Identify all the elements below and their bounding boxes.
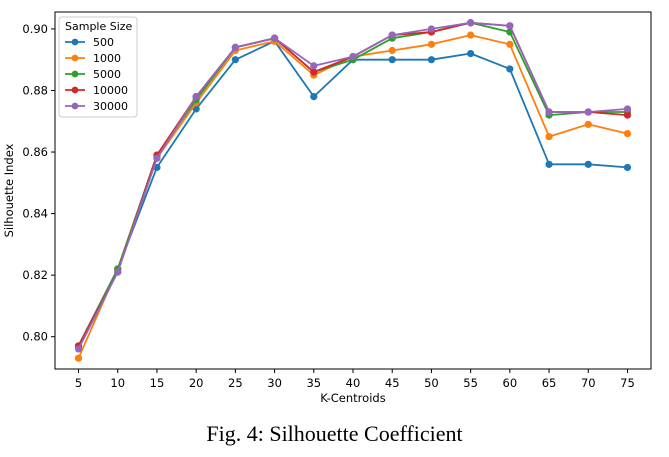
plot-area [55, 12, 651, 369]
data-point-1000-65 [545, 133, 553, 141]
data-point-1000-70 [584, 120, 592, 128]
legend: Sample Size 500 1000 5000 10000 30000 [58, 16, 138, 118]
y-tick-label: 0.90 [22, 22, 48, 36]
data-point-500-65 [545, 160, 553, 168]
plot-background [55, 12, 651, 369]
legend-entry-30000: 30000 [93, 100, 128, 113]
x-tick-label: 55 [463, 376, 478, 390]
x-tick-label: 50 [424, 376, 439, 390]
legend-marker-1000 [71, 54, 79, 62]
y-tick-label: 0.86 [22, 145, 48, 159]
x-tick-label: 45 [385, 376, 400, 390]
data-point-500-55 [467, 49, 475, 58]
data-point-1000-60 [506, 40, 514, 48]
legend-entry-500: 500 [93, 36, 114, 49]
x-tick-label: 15 [150, 376, 165, 390]
axes-layer: 5 10 15 20 25 30 35 40 45 50 55 60 65 70 75 0.80 0.82 0.8… [22, 11, 652, 390]
silhouette-chart: 5 10 15 20 25 30 35 40 45 50 55 60 65 70 75 0.80 0.82 0.8… [2, 11, 652, 405]
x-tick-label: 40 [346, 376, 361, 390]
x-tick-label: 25 [228, 376, 243, 390]
data-point-500-60 [506, 65, 514, 73]
x-tick-label: 75 [620, 376, 635, 390]
data-point-30000-75 [623, 105, 632, 113]
y-tick-label: 0.80 [22, 330, 48, 344]
x-tick-label: 30 [267, 376, 282, 390]
data-point-1000-75 [623, 129, 632, 138]
data-point-30000-65 [545, 108, 553, 116]
data-point-1000-5 [74, 354, 83, 362]
x-tick-label: 5 [75, 376, 82, 390]
legend-marker-30000 [71, 102, 79, 110]
legend-marker-5000 [71, 70, 79, 78]
legend-marker-10000 [71, 86, 79, 94]
series-layer [74, 19, 632, 362]
data-point-30000-50 [427, 25, 436, 33]
data-point-500-35 [310, 93, 318, 101]
data-point-30000-5 [74, 345, 83, 353]
legend-entry-10000: 10000 [93, 84, 128, 97]
x-tick-label: 65 [542, 376, 557, 390]
figure-caption: Fig. 4: Silhouette Coefficient [206, 421, 463, 446]
data-point-500-25 [231, 56, 239, 64]
data-point-30000-40 [349, 53, 357, 61]
x-axis-label: K-Centroids [320, 391, 385, 405]
data-point-30000-10 [114, 268, 122, 276]
x-tick-label: 20 [189, 376, 204, 390]
data-point-1000-50 [427, 40, 436, 48]
data-point-30000-30 [270, 34, 279, 42]
legend-entry-5000: 5000 [93, 68, 121, 81]
y-tick-label: 0.88 [22, 83, 48, 97]
y-tick-label: 0.84 [22, 207, 48, 221]
data-point-30000-25 [231, 43, 239, 51]
legend-marker-500 [71, 38, 79, 46]
y-axis-label: Silhouette Index [2, 143, 16, 237]
data-point-30000-15 [153, 154, 161, 162]
data-point-500-50 [427, 56, 436, 64]
legend-title: Sample Size [65, 20, 133, 33]
x-tick-label: 60 [503, 376, 518, 390]
data-point-500-20 [192, 105, 200, 113]
x-tick-label: 35 [306, 376, 321, 390]
x-tick-label: 10 [110, 376, 125, 390]
data-point-30000-20 [192, 93, 200, 101]
data-point-1000-55 [467, 31, 475, 39]
legend-entry-1000: 1000 [93, 52, 121, 65]
data-point-500-70 [584, 160, 592, 168]
y-tick-label: 0.82 [22, 268, 48, 282]
data-point-30000-35 [310, 62, 318, 70]
x-tick-label: 70 [581, 376, 596, 390]
data-point-500-75 [623, 163, 632, 172]
data-point-30000-70 [584, 108, 592, 116]
data-point-10000-75 [623, 111, 632, 119]
data-point-1000-45 [388, 46, 396, 55]
data-point-30000-60 [506, 22, 514, 30]
data-point-500-45 [388, 56, 396, 64]
data-point-30000-55 [467, 19, 475, 27]
data-point-10000-35 [310, 68, 318, 76]
data-point-30000-45 [388, 31, 396, 39]
